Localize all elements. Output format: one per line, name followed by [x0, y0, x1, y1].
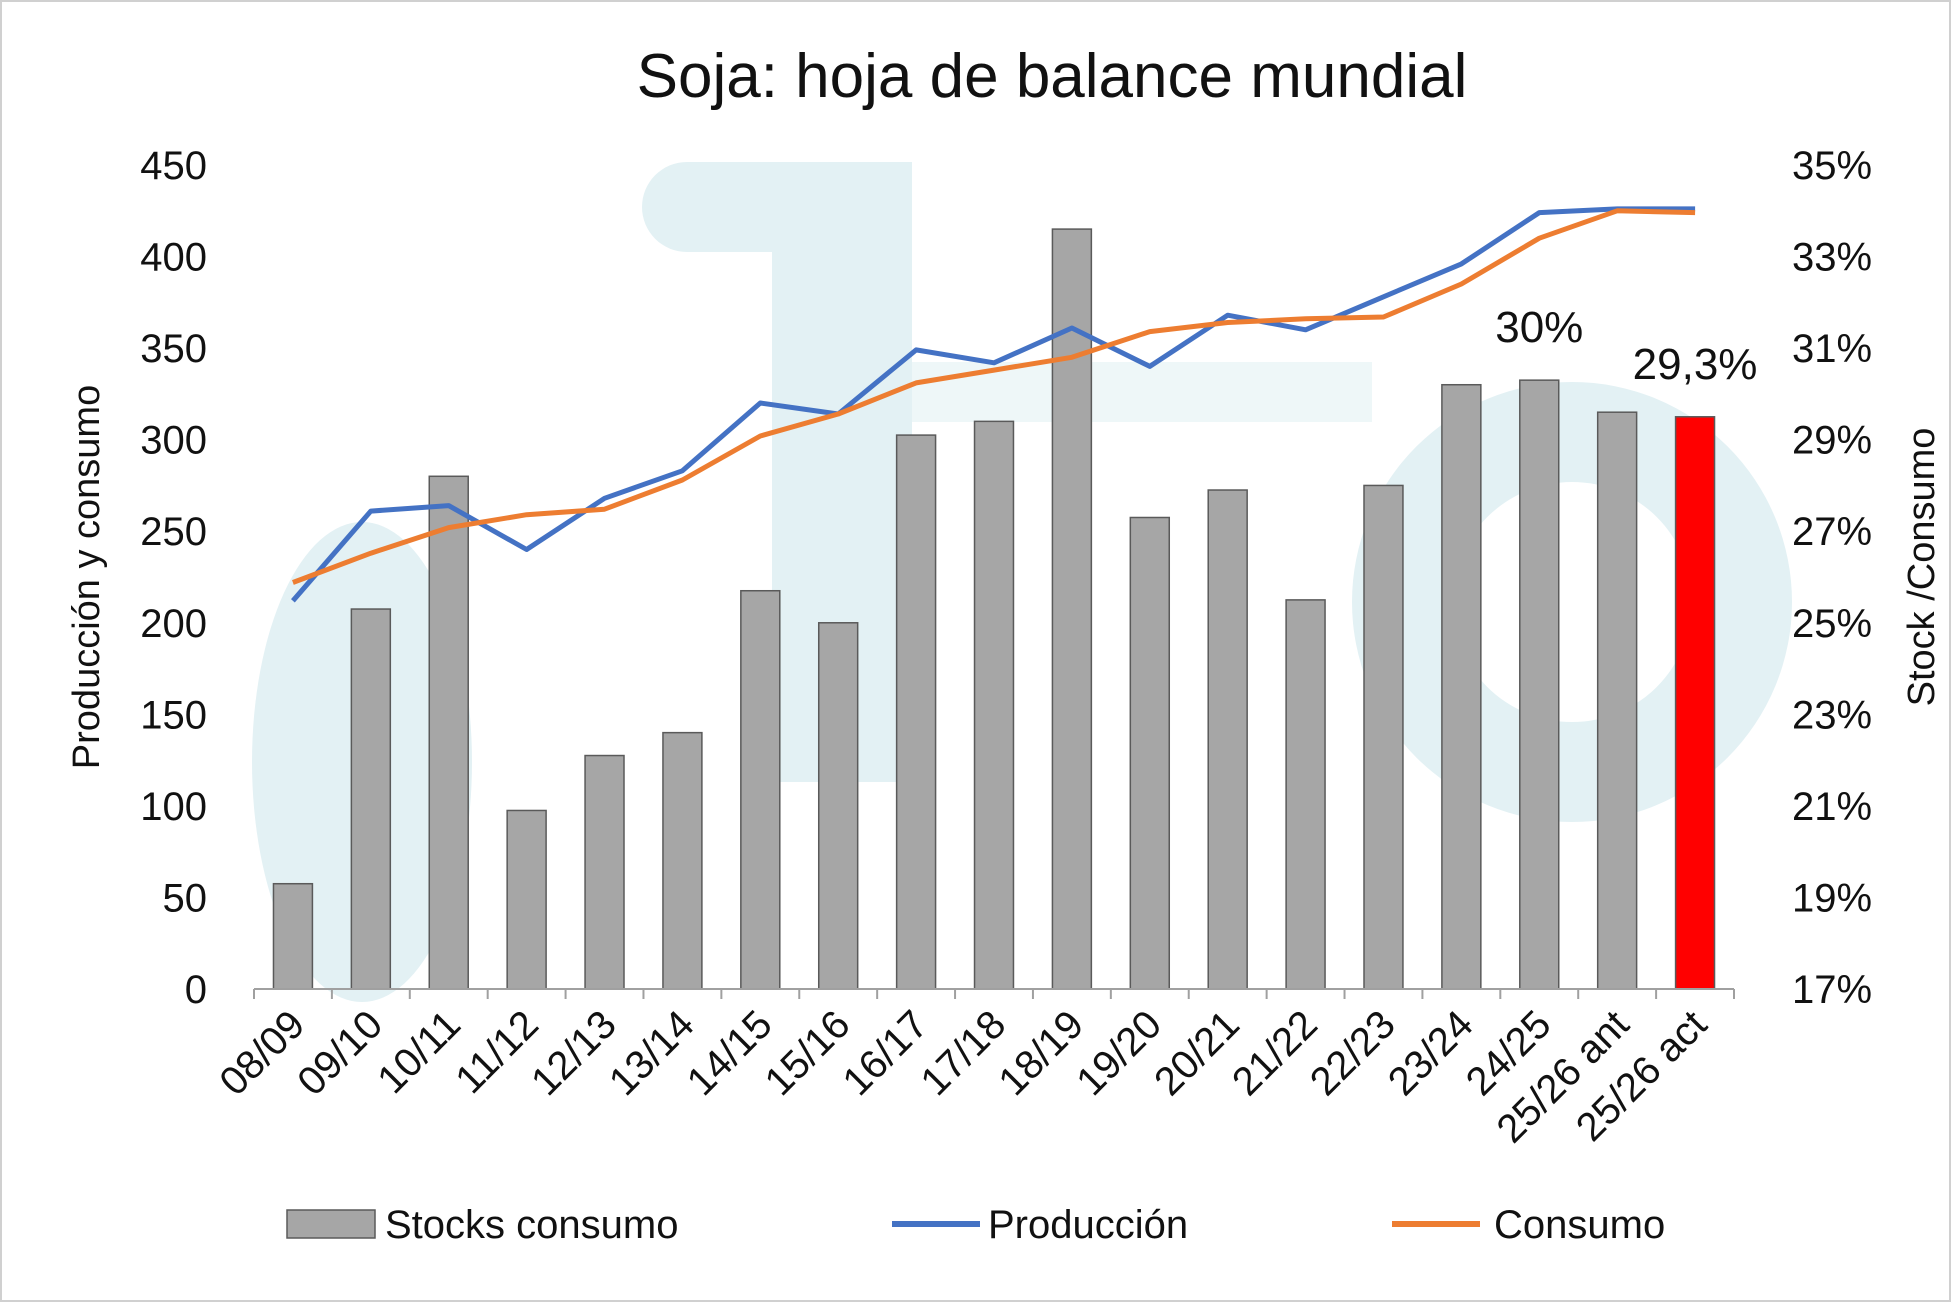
left-tick-label: 0 [185, 968, 207, 1012]
bar [1051, 228, 1093, 990]
x-tick-label: 19/20 [1068, 1002, 1170, 1104]
bar [1129, 516, 1171, 990]
legend: Stocks consumo Producción Consumo [286, 1203, 1665, 1247]
right-axis-ticks: 17% 19% 21% 23% 25% 27% 29% 31% 33% 35% [1792, 144, 1872, 1012]
line-producción [291, 206, 1696, 603]
x-tick-label: 23/24 [1380, 1002, 1482, 1104]
x-tick-label: 12/13 [523, 1002, 625, 1104]
legend-swatch-stocks [286, 1209, 376, 1239]
right-tick-label: 23% [1792, 693, 1872, 737]
bar-series [272, 228, 1716, 990]
x-tick-label: 22/23 [1302, 1002, 1404, 1104]
bar [1207, 489, 1248, 990]
left-tick-label: 400 [140, 236, 207, 280]
chart-title: Soja: hoja de balance mundial [637, 42, 1468, 111]
left-tick-label: 200 [140, 602, 207, 646]
right-tick-label: 31% [1792, 327, 1872, 371]
bar [973, 420, 1015, 990]
x-tick-label: 16/17 [835, 1002, 937, 1104]
bar [1441, 383, 1482, 990]
annotations: 30% 29,3% [1495, 303, 1757, 389]
right-tick-label: 17% [1792, 968, 1872, 1012]
bar [817, 622, 859, 990]
bar [428, 475, 469, 990]
left-tick-label: 150 [140, 693, 207, 737]
right-tick-label: 29% [1792, 419, 1872, 463]
x-tick-label: 18/19 [990, 1002, 1092, 1104]
x-tick-label: 10/11 [369, 1002, 469, 1102]
left-tick-label: 450 [140, 144, 207, 188]
right-tick-label: 19% [1792, 876, 1872, 920]
left-axis-ticks: 0 50 100 150 200 250 300 350 400 450 [140, 144, 207, 1012]
data-label: 29,3% [1633, 340, 1758, 389]
bar [1363, 484, 1404, 990]
y2-axis-title: Stock /Consumo [1901, 428, 1943, 707]
bar [506, 809, 547, 990]
right-tick-label: 35% [1792, 144, 1872, 188]
watermark-logo [252, 162, 1792, 1002]
bar [895, 434, 937, 990]
legend-label-produccion: Producción [988, 1203, 1188, 1247]
bar [1674, 416, 1716, 990]
bar [350, 608, 392, 990]
left-tick-label: 350 [140, 327, 207, 371]
right-tick-label: 27% [1792, 510, 1872, 554]
bar [1285, 599, 1326, 990]
bar [1519, 379, 1560, 990]
x-axis: 08/0909/1010/1111/1212/1313/1414/1515/16… [211, 988, 1735, 1151]
left-tick-label: 100 [140, 785, 207, 829]
x-tick-label: 15/16 [757, 1002, 859, 1104]
x-tick-label: 13/14 [601, 1002, 703, 1104]
bar [272, 882, 314, 990]
legend-label-consumo: Consumo [1494, 1203, 1665, 1247]
legend-label-stocks: Stocks consumo [385, 1203, 678, 1247]
left-tick-label: 300 [140, 419, 207, 463]
right-tick-label: 33% [1792, 236, 1872, 280]
bar [662, 731, 703, 990]
bar [1596, 411, 1638, 990]
line-series [291, 206, 1696, 603]
x-tick-label: 11/12 [447, 1002, 547, 1102]
x-tick-label: 14/15 [679, 1002, 781, 1104]
left-tick-label: 250 [140, 510, 207, 554]
x-tick-label: 17/18 [912, 1002, 1014, 1104]
x-tick-label: 09/10 [289, 1002, 391, 1104]
x-tick-label: 21/22 [1224, 1002, 1326, 1104]
bar [740, 589, 781, 990]
line-consumo [292, 208, 1696, 585]
right-tick-label: 25% [1792, 602, 1872, 646]
data-label: 30% [1495, 303, 1583, 352]
x-tick-label: 20/21 [1146, 1002, 1248, 1104]
bar [584, 754, 625, 990]
y-axis-title: Producción y consumo [66, 385, 108, 769]
right-tick-label: 21% [1792, 785, 1872, 829]
left-tick-label: 50 [163, 876, 208, 920]
x-tick-label: 08/09 [211, 1002, 313, 1104]
